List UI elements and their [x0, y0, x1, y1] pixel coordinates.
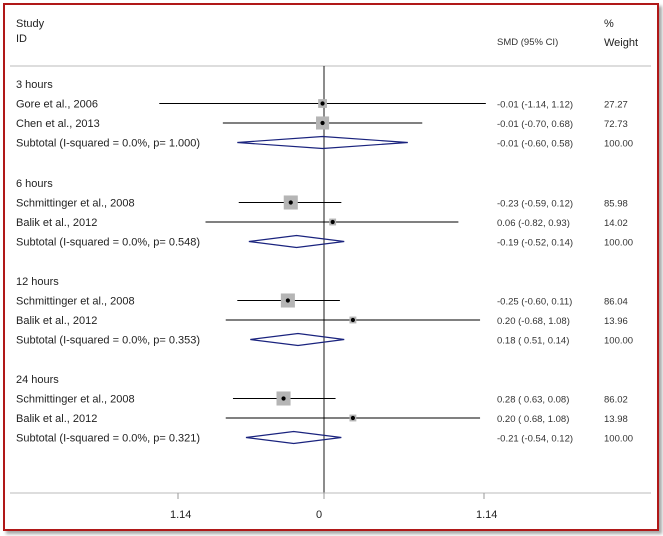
point-estimate: [350, 415, 355, 421]
effect-ci: -0.01 (-1.14, 1.12): [497, 100, 573, 111]
subtotal-diamond: [250, 332, 345, 347]
subtotal-weight: 100.00: [604, 139, 633, 150]
group-label: 6 hours: [16, 178, 53, 190]
x-tick-label: 0: [316, 509, 322, 521]
subtotal-diamond: [248, 234, 345, 249]
subtotal-diamond: [237, 135, 408, 150]
subtotal-label: Subtotal (I-squared = 0.0%, p= 0.548): [16, 237, 200, 249]
weight-value: 27.27: [604, 100, 628, 111]
subtotal-label: Subtotal (I-squared = 0.0%, p= 1.000): [16, 138, 200, 150]
x-tick-label: 1.14: [476, 509, 497, 521]
weight-value: 13.98: [604, 414, 628, 425]
figure-frame: [3, 3, 659, 531]
study-label: Schmittinger et al., 2008: [16, 394, 135, 406]
study-label: Gore et al., 2006: [16, 99, 98, 111]
effect-ci: 0.06 (-0.82, 0.93): [497, 218, 570, 229]
point-estimate: [350, 317, 355, 323]
subtotal-weight: 100.00: [604, 434, 633, 445]
weight-value: 14.02: [604, 218, 628, 229]
header-study: Study: [16, 18, 45, 30]
header-effect: SMD (95% CI): [497, 37, 558, 48]
x-axis-ticks: 1.14 0 1.14: [170, 493, 497, 521]
subtotal-label: Subtotal (I-squared = 0.0%, p= 0.321): [16, 433, 200, 445]
subtotal-effect-ci: -0.21 (-0.54, 0.12): [497, 434, 573, 445]
effect-ci: -0.25 (-0.60, 0.11): [497, 297, 572, 308]
point-estimate: [288, 200, 293, 205]
weight-value: 72.73: [604, 119, 628, 130]
forest-rows: 3 hours Gore et al., 2006 -0.01 (-1.14, 1.…: [16, 66, 633, 493]
effect-ci: 0.20 ( 0.68, 1.08): [497, 414, 569, 425]
subtotal-weight: 100.00: [604, 336, 633, 347]
header-weight: Weight: [604, 37, 638, 49]
effect-ci: 0.20 (-0.68, 1.08): [497, 316, 570, 327]
weight-value: 86.02: [604, 395, 628, 406]
subtotal-diamond: [245, 430, 342, 445]
effect-ci: 0.28 ( 0.63, 0.08): [497, 395, 569, 406]
point-estimate: [285, 298, 290, 303]
point-estimate: [281, 396, 286, 401]
header-weight-pct: %: [604, 18, 614, 30]
subtotal-effect-ci: -0.19 (-0.52, 0.14): [497, 238, 573, 249]
point-estimate: [330, 219, 335, 225]
subtotal-effect-ci: -0.01 (-0.60, 0.58): [497, 139, 573, 150]
effect-ci: -0.23 (-0.59, 0.12): [497, 199, 573, 210]
subtotal-label: Subtotal (I-squared = 0.0%, p= 0.353): [16, 335, 200, 347]
group-label: 12 hours: [16, 276, 59, 288]
study-label: Schmittinger et al., 2008: [16, 296, 135, 308]
study-label: Balik et al., 2012: [16, 315, 97, 327]
subtotal-effect-ci: 0.18 ( 0.51, 0.14): [497, 336, 569, 347]
study-label: Balik et al., 2012: [16, 413, 97, 425]
group-label: 24 hours: [16, 374, 59, 386]
point-estimate: [320, 101, 325, 106]
group-label: 3 hours: [16, 79, 53, 91]
subtotal-weight: 100.00: [604, 238, 633, 249]
point-estimate: [320, 120, 325, 126]
weight-value: 85.98: [604, 199, 628, 210]
study-label: Balik et al., 2012: [16, 217, 97, 229]
weight-value: 86.04: [604, 297, 628, 308]
study-label: Chen et al., 2013: [16, 118, 100, 130]
study-label: Schmittinger et al., 2008: [16, 198, 135, 210]
header-id: ID: [16, 33, 27, 45]
x-tick-label: 1.14: [170, 509, 191, 521]
weight-value: 13.96: [604, 316, 628, 327]
effect-ci: -0.01 (-0.70, 0.68): [497, 119, 573, 130]
